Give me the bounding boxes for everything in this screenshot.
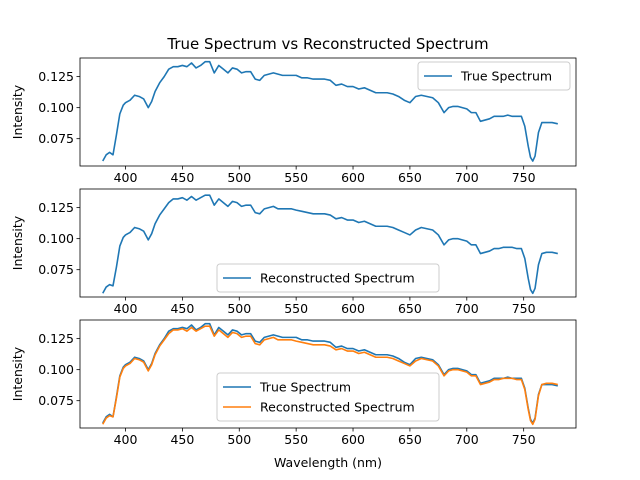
x-tick-label: 400 <box>114 432 138 447</box>
y-tick-label: 0.125 <box>38 200 74 215</box>
subplot-3: 400 450 500 550 600 650 700 750 0.075 0.100 0.125 I… <box>10 319 577 470</box>
x-tick-label: 500 <box>227 170 251 185</box>
x-tick-label: 600 <box>341 301 365 316</box>
x-tick-label: 400 <box>114 301 138 316</box>
x-tick-label: 700 <box>455 432 479 447</box>
x-tick-label: 650 <box>398 301 422 316</box>
plot-frame <box>79 319 577 429</box>
y-tick-label: 0.125 <box>38 69 74 84</box>
legend-label: Reconstructed Spectrum <box>260 400 415 415</box>
x-axis-label: Wavelength (nm) <box>274 455 382 470</box>
x-tick-label: 600 <box>341 432 365 447</box>
y-axis-label: Intensity <box>10 346 25 401</box>
y-tick-label: 0.125 <box>38 331 74 346</box>
x-tick-label: 550 <box>284 170 308 185</box>
y-tick-label: 0.100 <box>38 231 74 246</box>
x-tick-label: 550 <box>284 301 308 316</box>
plot-frame <box>79 57 577 167</box>
x-tick-label: 450 <box>170 432 194 447</box>
x-tick-label: 750 <box>512 432 536 447</box>
y-axis-label: Intensity <box>10 215 25 270</box>
x-tick-label: 700 <box>455 170 479 185</box>
y-tick-label: 0.075 <box>38 262 74 277</box>
y-tick-label: 0.075 <box>38 393 74 408</box>
series-line-reconstructed <box>102 194 558 295</box>
legend-label: Reconstructed Spectrum <box>260 271 415 286</box>
subplot-2: 400 450 500 550 600 650 700 750 0.075 0.100 0.125 I… <box>10 188 577 316</box>
y-tick-label: 0.100 <box>38 100 74 115</box>
x-tick-label: 400 <box>114 170 138 185</box>
y-tick-label: 0.100 <box>38 362 74 377</box>
y-tick-label: 0.075 <box>38 131 74 146</box>
series-line-true <box>102 322 558 424</box>
legend: True Spectrum Reconstructed Spectrum <box>216 372 440 422</box>
legend: True Spectrum <box>417 61 571 91</box>
y-axis-label: Intensity <box>10 84 25 139</box>
x-tick-label: 450 <box>170 301 194 316</box>
series-line-true <box>102 60 558 162</box>
x-tick-label: 500 <box>227 301 251 316</box>
x-tick-label: 700 <box>455 301 479 316</box>
x-tick-label: 750 <box>512 301 536 316</box>
x-tick-label: 650 <box>398 170 422 185</box>
legend-box <box>417 61 571 91</box>
legend: Reconstructed Spectrum <box>216 263 440 293</box>
subplot-1: True Spectrum vs Reconstructed Spectrum 4… <box>10 35 577 185</box>
plot-frame <box>79 188 577 298</box>
chart-title: True Spectrum vs Reconstructed Spectrum <box>166 35 488 53</box>
legend-box <box>216 372 440 422</box>
legend-label: True Spectrum <box>259 380 351 395</box>
x-tick-label: 500 <box>227 432 251 447</box>
legend-box <box>216 263 440 293</box>
x-tick-label: 450 <box>170 170 194 185</box>
x-tick-label: 650 <box>398 432 422 447</box>
series-line-reconstructed <box>102 325 558 426</box>
x-tick-label: 600 <box>341 170 365 185</box>
legend-label: True Spectrum <box>460 69 552 84</box>
x-tick-label: 750 <box>512 170 536 185</box>
x-tick-label: 550 <box>284 432 308 447</box>
